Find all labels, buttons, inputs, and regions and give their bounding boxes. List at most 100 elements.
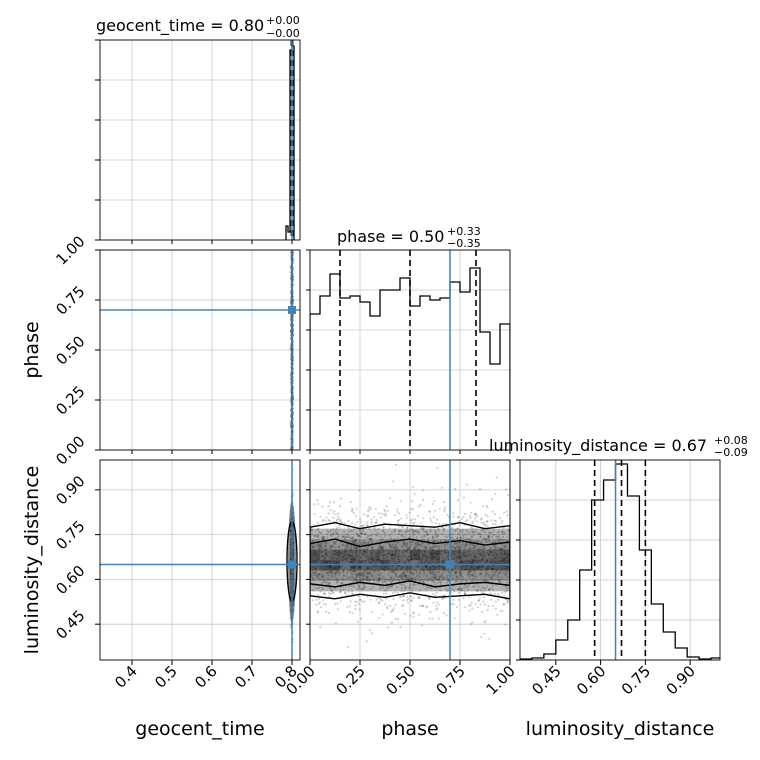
sample-point (499, 581, 502, 584)
sample-point (313, 573, 316, 577)
sample-point (410, 543, 414, 546)
sample-point (486, 585, 489, 588)
sample-point (447, 579, 450, 582)
xtick-label-luminosity_distance: 0.60 (573, 662, 609, 698)
sample-point (403, 570, 406, 573)
sample-point (371, 574, 374, 578)
sample-point (432, 516, 435, 519)
sample-point (405, 542, 408, 545)
density-cell (450, 528, 460, 540)
sample-point (418, 596, 421, 599)
sample-point (393, 546, 396, 549)
density-cell (470, 528, 480, 540)
sample-point (350, 522, 354, 525)
sample-point (437, 527, 440, 530)
sample-point (466, 586, 469, 589)
sample-point (347, 527, 350, 530)
sample-point (316, 574, 319, 577)
sample-point (381, 599, 384, 602)
sample-point (440, 574, 443, 577)
sample-point (322, 538, 325, 541)
sample-point (506, 601, 509, 604)
sample-point (327, 611, 331, 615)
sample-point (337, 518, 340, 521)
density-cell (410, 539, 420, 550)
sample-point (406, 570, 409, 573)
sample-point (431, 580, 434, 583)
title-luminosity-distance-main: luminosity_distance = 0.67 (489, 436, 707, 456)
sample-point (411, 534, 414, 538)
sample-point (324, 593, 327, 596)
sample-point (480, 610, 483, 614)
sample-point (443, 527, 446, 530)
sample-point (480, 572, 483, 575)
sample-point (493, 592, 496, 595)
sample-point (413, 547, 416, 550)
sample-point (350, 546, 353, 549)
density-cell (310, 539, 320, 550)
truth-marks-phase-luminosity_distance (310, 460, 510, 660)
sample-point (420, 624, 423, 627)
sample-point (336, 570, 340, 573)
sample-point (486, 515, 489, 518)
sample-point (349, 529, 352, 532)
sample-point (474, 518, 477, 522)
sample-point (404, 522, 407, 525)
sample-point (406, 576, 410, 580)
sample-point (379, 574, 382, 577)
title-geocent-time-main: geocent_time = 0.80 (96, 16, 264, 36)
sample-point (494, 607, 497, 610)
sample-point (428, 598, 431, 601)
density-cell (390, 549, 400, 560)
sample-point (461, 528, 464, 531)
sample-point (393, 547, 396, 550)
xtick-label-luminosity_distance: 0.75 (618, 662, 654, 698)
sample-point (361, 532, 364, 535)
sample-point (310, 529, 313, 532)
sample-point (469, 527, 473, 530)
sample-point (358, 579, 362, 583)
sample-point (427, 537, 430, 540)
sample-point (451, 546, 454, 550)
sample-point (351, 540, 354, 543)
sample-point (327, 512, 330, 515)
sample-point (467, 595, 471, 598)
sample-point (387, 578, 390, 581)
sample-point (312, 579, 315, 582)
sample-point (428, 570, 432, 574)
sample-point (502, 535, 505, 539)
sample-point (371, 546, 374, 549)
sample-point (360, 524, 363, 527)
density-cell (420, 549, 430, 560)
sample-point (367, 535, 370, 538)
sample-point (351, 585, 354, 588)
density-cell (330, 549, 340, 560)
sample-point (412, 522, 415, 526)
density-cell (440, 539, 450, 550)
sample-point (379, 546, 382, 549)
density-cell (380, 528, 390, 540)
sample-point (349, 600, 352, 603)
sample-point (364, 533, 367, 536)
ylabel-phase: phase (21, 321, 43, 378)
sample-point (491, 510, 494, 513)
sample-point (483, 587, 486, 590)
sample-point (416, 531, 419, 534)
sample-point (494, 519, 498, 522)
sample-point (352, 511, 356, 515)
title-geocent-time-upper: +0.00 (266, 14, 300, 27)
sample-point (375, 598, 378, 601)
sample-point (405, 545, 408, 548)
sample-point (329, 529, 332, 532)
sample-point (417, 613, 421, 616)
sample-point (358, 608, 361, 611)
sample-point (346, 645, 349, 649)
sample-point (432, 601, 435, 604)
density-cell (340, 539, 350, 550)
sample-point (420, 544, 423, 547)
sample-point (362, 583, 365, 586)
sample-point (441, 486, 444, 489)
sample-point (460, 588, 463, 592)
sample-point (419, 579, 422, 582)
sample-point (441, 597, 444, 601)
